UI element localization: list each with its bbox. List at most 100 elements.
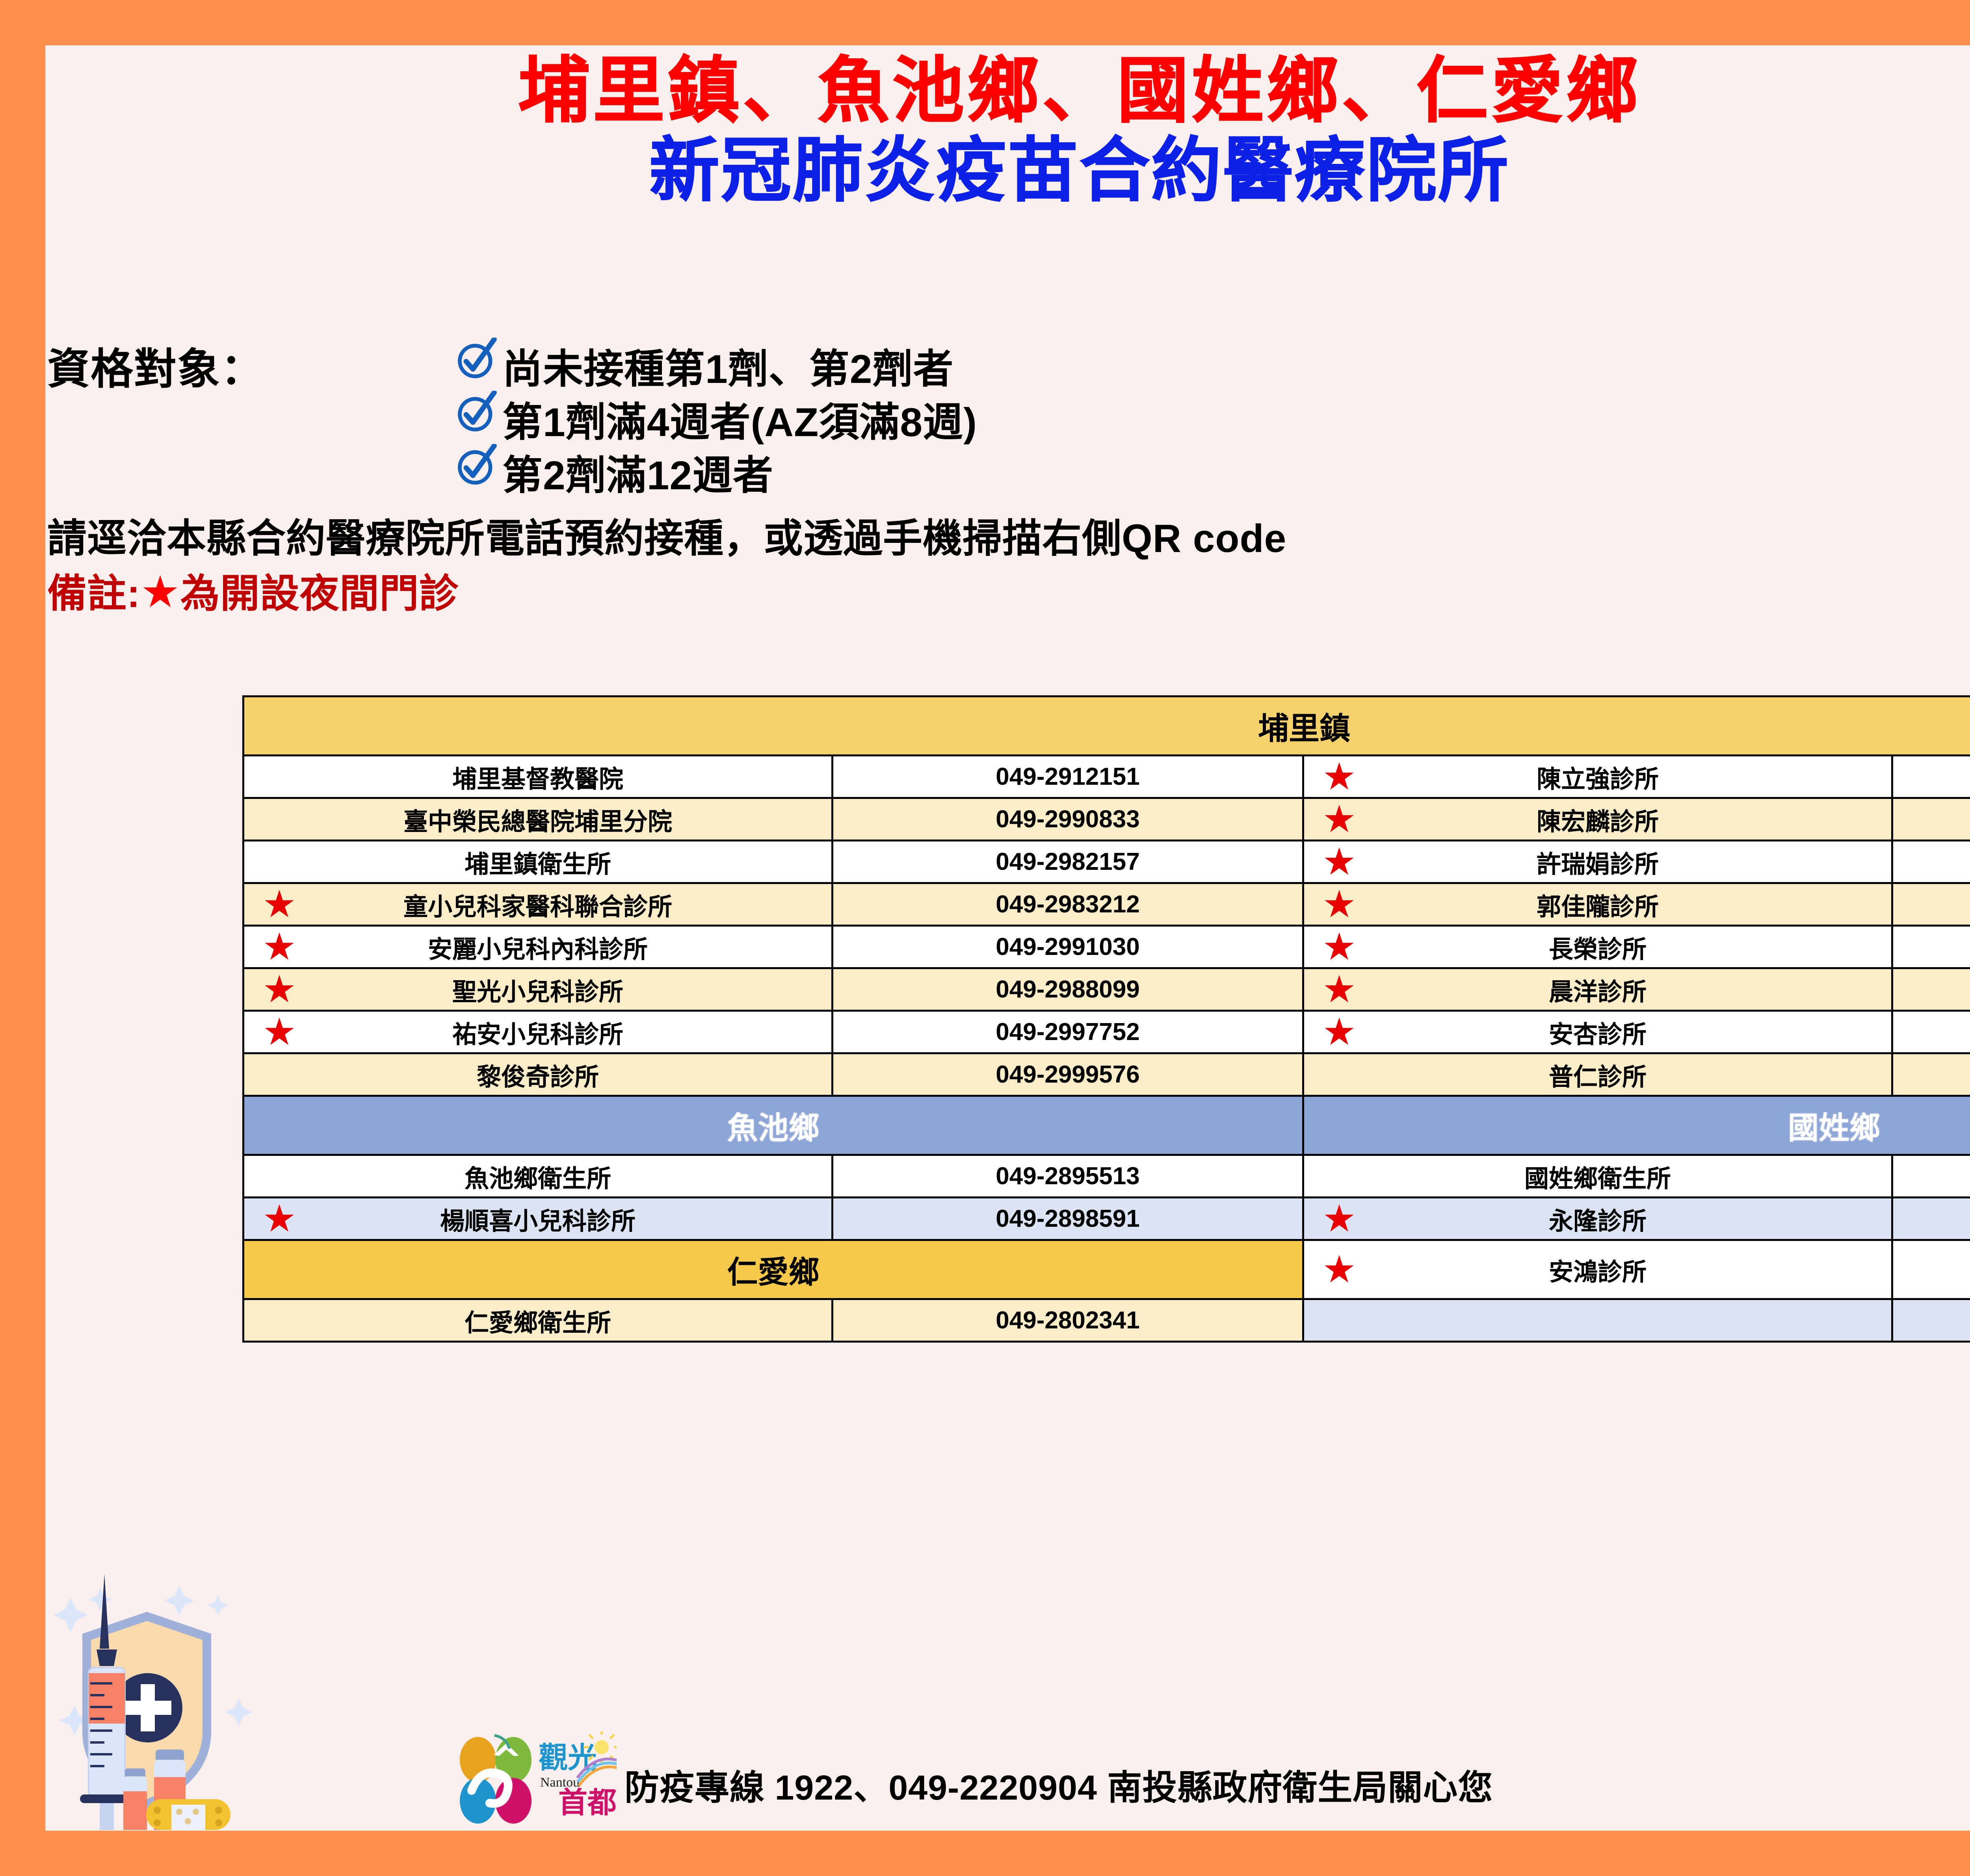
night-clinic-star-icon: ★: [262, 925, 297, 968]
clinic-name: 埔里鎮衛生所: [464, 851, 611, 878]
table-row: 魚池鄉衛生所 049-2895513 國姓鄉衛生所 049-2721009: [242, 1154, 1970, 1198]
clinic-name: 仁愛鄉衛生所: [464, 1309, 611, 1337]
clinic-name: 聖光小兒科診所: [452, 978, 623, 1006]
clinic-name-cell: ★ 永隆診所: [1302, 1196, 1893, 1241]
clinic-name-cell: 魚池鄉衛生所: [242, 1154, 833, 1198]
clinic-name: 童小兒科家醫科聯合診所: [403, 893, 672, 921]
table-row: 埔里基督教醫院 049-2912151 ★ 陳立強診所 049-2903127: [242, 754, 1970, 799]
night-clinic-star-icon: ★: [262, 1197, 297, 1240]
night-clinic-star-icon: ★: [1322, 925, 1357, 968]
township-band-puli: 埔里鎮: [242, 695, 1970, 756]
clinic-name: 永隆診所: [1548, 1207, 1647, 1235]
clinic-phone-cell: 049-2912151: [831, 754, 1304, 799]
clinic-name: 安杏診所: [1548, 1021, 1647, 1048]
township-band-row: 魚池鄉 國姓鄉: [242, 1095, 1970, 1156]
clinic-name: 普仁診所: [1548, 1063, 1647, 1091]
clinic-name-cell: ★ 祐安小兒科診所: [242, 1010, 833, 1054]
clinic-phone-cell: 049-2898591: [831, 1196, 1304, 1241]
table-row: 黎俊奇診所 049-2999576 普仁診所 049-2930373: [242, 1052, 1970, 1097]
clinic-name-cell: ★ 安鴻診所: [1302, 1239, 1893, 1300]
night-clinic-star-icon: ★: [1322, 755, 1357, 798]
clinic-name-cell: 臺中榮民總醫院埔里分院: [242, 797, 833, 841]
table-row: ★ 楊順喜小兒科診所 049-2898591 ★ 永隆診所 049-2452506: [242, 1196, 1970, 1241]
clinic-name-cell: 國姓鄉衛生所: [1302, 1154, 1893, 1198]
township-band-guoxing: 國姓鄉: [1302, 1095, 1970, 1156]
night-clinic-star-icon: ★: [1322, 1248, 1357, 1291]
clinic-name-cell: 仁愛鄉衛生所: [242, 1298, 833, 1343]
page-title-line1: 埔里鎮、魚池鄉、國姓鄉、仁愛鄉: [518, 50, 1641, 131]
clinic-name: 安麗小兒科內科診所: [427, 936, 648, 963]
clinic-name: 晨洋診所: [1548, 978, 1647, 1006]
clinic-phone-cell: 049-2802341: [831, 1298, 1304, 1343]
clinic-phone-cell: 049-2980445: [1891, 1010, 1970, 1054]
booking-instruction: 請逕洽本縣合約醫療院所電話預約接種，或透過手機掃描右側QR code: [47, 516, 1287, 561]
clinic-name: 安鴻診所: [1548, 1258, 1647, 1286]
clinic-phone-cell: 049-2991030: [831, 925, 1304, 969]
clinic-name-cell: ★ 安麗小兒科內科診所: [242, 925, 833, 969]
night-clinic-star-icon: ★: [140, 567, 180, 617]
check-circle-icon: [458, 391, 497, 432]
clinic-phone-cell: 049-2988099: [831, 967, 1304, 1012]
table-row: ★ 聖光小兒科診所 049-2988099 ★ 晨洋診所 049-2424452: [242, 967, 1970, 1012]
clinic-name-cell: 埔里鎮衛生所: [242, 840, 833, 884]
clinic-name: 黎俊奇診所: [476, 1063, 599, 1091]
clinic-name-cell: ★ 郭佳隴診所: [1302, 882, 1893, 927]
clinic-phone-cell: 049-2900303: [1891, 797, 1970, 841]
night-clinic-star-icon: ★: [1322, 968, 1357, 1010]
eligibility-item-2: 第1劑滿4週者(AZ須滿8週): [502, 400, 978, 445]
clinic-phone-cell: 049-2982157: [831, 840, 1304, 884]
night-clinic-star-icon: ★: [1322, 1197, 1357, 1240]
clinic-phone-cell: 049-2990833: [831, 797, 1304, 841]
empty-cell: [1891, 1298, 1970, 1343]
clinic-name-cell: ★ 童小兒科家醫科聯合診所: [242, 882, 833, 927]
clinic-name-cell: 普仁診所: [1302, 1052, 1893, 1097]
night-clinic-star-icon: ★: [1322, 1010, 1357, 1053]
check-circle-icon: [458, 338, 497, 379]
check-circle-icon: [458, 444, 497, 485]
clinic-phone-cell: 049-2999576: [831, 1052, 1304, 1097]
clinic-phone-cell: 049-2721009: [1891, 1154, 1970, 1198]
clinic-name-cell: ★ 晨洋診所: [1302, 967, 1893, 1012]
hotline-text: 防疫專線 1922、049-2220904 南投縣政府衛生局關心您: [624, 1768, 1493, 1807]
clinic-name-cell: ★ 許瑞娟診所: [1302, 840, 1893, 884]
eligibility-item-3: 第2劑滿12週者: [502, 453, 774, 498]
clinic-name-cell: ★ 陳宏麟診所: [1302, 797, 1893, 841]
table-row: ★ 童小兒科家醫科聯合診所 049-2983212 ★ 郭佳隴診所 049-2989448: [242, 882, 1970, 927]
night-clinic-star-icon: ★: [1322, 883, 1357, 925]
clinic-phone-cell: 049-2930373: [1891, 1052, 1970, 1097]
vaccine-shield-illustration: [53, 1574, 253, 1830]
township-band-yuchi: 魚池鄉: [242, 1095, 1304, 1156]
clinic-name: 臺中榮民總醫院埔里分院: [403, 808, 672, 836]
clinic-name: 陳立強診所: [1536, 765, 1659, 793]
night-clinic-star-icon: ★: [262, 883, 297, 925]
clinic-name-cell: ★ 陳立強診所: [1302, 754, 1893, 799]
clinic-name-cell: ★ 聖光小兒科診所: [242, 967, 833, 1012]
clinic-name: 魚池鄉衛生所: [464, 1165, 611, 1192]
remark-label: 備註:: [47, 572, 141, 616]
clinic-phone-cell: 049-2990289: [1891, 840, 1970, 884]
night-clinic-star-icon: ★: [262, 1010, 297, 1053]
night-clinic-star-icon: ★: [262, 968, 297, 1010]
clinic-name: 陳宏麟診所: [1536, 808, 1659, 836]
page-title-line2: 新冠肺炎疫苗合約醫療院所: [649, 131, 1510, 210]
clinic-phone-cell: 049-2994830: [1891, 925, 1970, 969]
township-band-row: 仁愛鄉 ★ 安鴻診所 049-2722778: [242, 1239, 1970, 1300]
clinic-phone-cell: 049-2424452: [1891, 967, 1970, 1012]
clinic-phone-cell: 049-2722778: [1891, 1239, 1970, 1300]
svg-text:首都: 首都: [558, 1786, 617, 1819]
empty-cell: [1302, 1298, 1893, 1343]
night-clinic-star-icon: ★: [1322, 798, 1357, 840]
clinic-name: 埔里基督教醫院: [452, 765, 623, 793]
clinic-name-cell: ★ 長榮診所: [1302, 925, 1893, 969]
remark-line: 備註:★為開設夜間門診: [47, 561, 459, 619]
remark-text: 為開設夜間門診: [180, 572, 459, 616]
table-row: ★ 安麗小兒科內科診所 049-2991030 ★ 長榮診所 049-2994830: [242, 925, 1970, 969]
township-band-row: 埔里鎮: [242, 695, 1970, 756]
clinic-phone-cell: 049-2997752: [831, 1010, 1304, 1054]
clinic-phone-cell: 049-2903127: [1891, 754, 1970, 799]
night-clinic-star-icon: ★: [1322, 840, 1357, 883]
clinic-name: 長榮診所: [1548, 936, 1647, 963]
svg-text:觀光: 觀光: [539, 1741, 597, 1774]
clinic-phone-cell: 049-2989448: [1891, 882, 1970, 927]
